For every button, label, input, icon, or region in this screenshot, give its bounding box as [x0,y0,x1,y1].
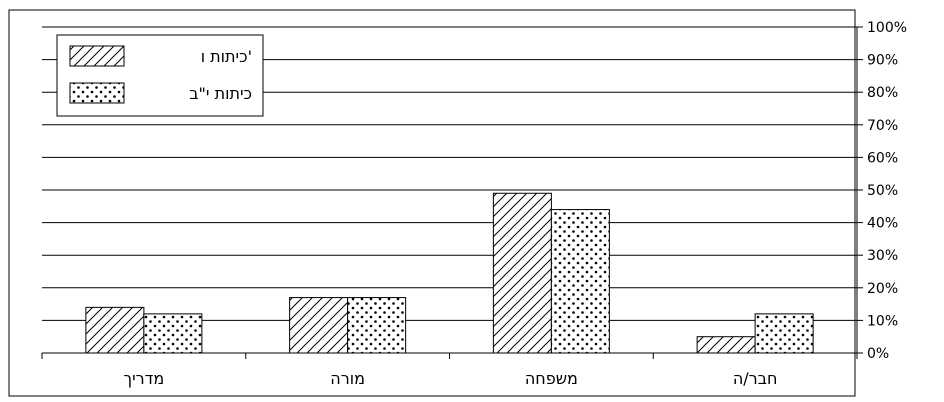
x-category-label: חבר/ה [733,369,778,388]
plot-area-frame [8,9,856,397]
y-tick-label: 10% [867,313,898,329]
legend-label: כיתות י"ב [189,84,252,103]
y-tick-label: 40% [867,216,898,232]
y-tick-label: 70% [867,118,898,134]
y-tick-label: 50% [867,183,898,199]
bar-series-2-2 [550,209,610,354]
y-tick-label: 80% [867,85,898,101]
y-tick-label: 30% [867,248,898,264]
y-tick-label: 100% [867,20,907,36]
bar-series-1-0 [85,306,145,354]
bar-series-2-0 [143,313,203,354]
bar-series-1-1 [289,297,349,354]
legend-swatch [69,45,125,67]
x-category-label: מדריך [123,369,164,388]
axes [41,26,863,359]
y-tick-label: 90% [867,53,898,69]
x-category-label: מורה [330,369,365,388]
bars [85,192,814,354]
y-tick-label: 20% [867,281,898,297]
x-category-label: משפחה [525,369,578,388]
legend-label: כיתות ו' [201,47,252,66]
legend: כיתות ו' כיתות י"ב [56,34,264,117]
bar-series-2-1 [347,297,407,354]
y-tick-label: 0% [867,346,889,362]
bar-series-1-2 [492,192,552,354]
legend-swatch [69,82,125,104]
bar-series-1-3 [696,336,756,354]
x-category-labels: מדריך מורה משפחה חבר/ה [123,369,777,388]
y-tick-label: 60% [867,150,898,166]
y-tick-labels: 0% 10% 20% 30% 40% 50% 60% 70% 80% 90% 100% [867,20,907,362]
bar-series-2-3 [754,313,814,354]
